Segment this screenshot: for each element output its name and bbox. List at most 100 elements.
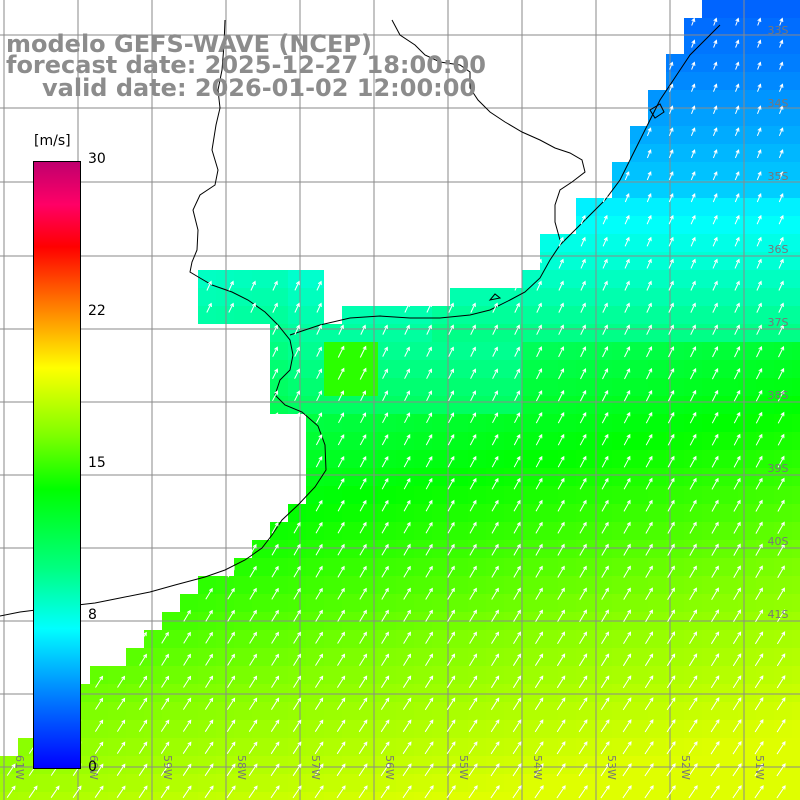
wind-cell	[540, 396, 558, 414]
wind-cell	[612, 270, 630, 288]
wind-cell	[738, 108, 756, 126]
wind-cell	[288, 288, 306, 306]
wind-cell	[108, 774, 126, 792]
wind-cell	[792, 684, 800, 702]
wind-arrow	[470, 390, 476, 402]
wind-arrow	[779, 17, 784, 26]
wind-cell	[630, 144, 648, 162]
wind-cell	[108, 702, 126, 720]
wind-cell	[792, 396, 800, 414]
wind-arrow	[711, 477, 719, 490]
wind-cell	[432, 432, 450, 450]
wind-arrow	[601, 477, 609, 490]
wind-cell	[540, 306, 558, 324]
wind-cell	[486, 720, 504, 738]
wind-cell	[288, 702, 306, 720]
wind-cell	[666, 90, 684, 108]
wind-cell	[738, 288, 756, 306]
wind-cell	[378, 702, 396, 720]
wind-cell	[738, 324, 756, 342]
wind-arrow	[667, 389, 675, 402]
wind-cell	[630, 576, 648, 594]
wind-arrow	[314, 741, 324, 755]
wind-cell	[738, 234, 756, 252]
wind-arrow	[646, 258, 652, 269]
wind-arrow	[558, 280, 564, 291]
wind-arrow	[667, 565, 675, 578]
wind-cell	[738, 36, 756, 54]
wind-arrow	[690, 346, 697, 358]
wind-arrow	[469, 653, 478, 666]
wind-cell	[738, 738, 756, 756]
wind-arrow	[600, 697, 610, 711]
wind-arrow	[492, 302, 498, 313]
wind-cell	[288, 630, 306, 648]
wind-cell	[774, 378, 792, 396]
wind-arrow	[293, 609, 301, 622]
wind-arrow	[623, 631, 632, 644]
wind-arrow	[778, 280, 784, 291]
lon-label: 57W	[309, 755, 322, 780]
wind-arrow	[754, 653, 764, 667]
wind-cell	[630, 234, 648, 252]
wind-arrow	[756, 258, 762, 269]
wind-arrow	[734, 280, 740, 291]
wind-cell	[504, 414, 522, 432]
wind-cell	[468, 720, 486, 738]
wind-cell	[594, 450, 612, 468]
wind-cell	[738, 630, 756, 648]
wind-cell	[720, 0, 738, 18]
wind-arrow	[534, 675, 544, 689]
wind-arrow	[734, 127, 740, 136]
wind-cell	[576, 486, 594, 504]
wind-cell	[684, 774, 702, 792]
wind-arrow	[514, 346, 520, 357]
wind-arrow	[535, 609, 543, 622]
wind-arrow	[513, 565, 521, 578]
wind-cell	[360, 720, 378, 738]
wind-arrow	[734, 214, 740, 225]
wind-cell	[576, 684, 594, 702]
wind-arrow	[689, 455, 697, 468]
wind-cell	[306, 486, 324, 504]
wind-arrow	[688, 697, 698, 711]
wind-cell	[720, 630, 738, 648]
wind-cell	[630, 738, 648, 756]
wind-arrow	[644, 675, 654, 689]
wind-cell	[432, 540, 450, 558]
wind-cell	[108, 738, 126, 756]
wind-cell	[612, 648, 630, 666]
wind-cell	[738, 774, 756, 792]
wind-arrow	[403, 433, 411, 446]
wind-arrow	[557, 543, 565, 556]
wind-cell	[180, 630, 198, 648]
wind-arrow	[490, 697, 500, 711]
wind-cell	[684, 486, 702, 504]
wind-arrow	[580, 324, 586, 335]
wind-arrow	[535, 631, 544, 644]
wind-arrow	[206, 302, 212, 313]
wind-cell	[396, 594, 414, 612]
wind-cell	[72, 792, 90, 800]
wind-arrow	[691, 83, 696, 92]
wind-cell	[648, 504, 666, 522]
wind-cell	[378, 486, 396, 504]
wind-cell	[612, 396, 630, 414]
wind-arrow	[381, 499, 389, 512]
wind-arrow	[359, 455, 367, 468]
wind-cell	[378, 720, 396, 738]
wind-cell	[162, 756, 180, 774]
wind-arrow	[403, 455, 411, 468]
wind-cell	[612, 684, 630, 702]
wind-arrow	[536, 368, 543, 380]
wind-arrow	[469, 477, 477, 490]
wind-arrow	[447, 609, 455, 622]
wind-arrow	[424, 719, 434, 733]
wind-arrow	[711, 367, 719, 380]
wind-cell	[738, 450, 756, 468]
wind-cell	[648, 378, 666, 396]
wind-cell	[522, 270, 540, 288]
wind-cell	[486, 486, 504, 504]
wind-cell	[90, 666, 108, 684]
wind-arrow	[116, 763, 126, 776]
